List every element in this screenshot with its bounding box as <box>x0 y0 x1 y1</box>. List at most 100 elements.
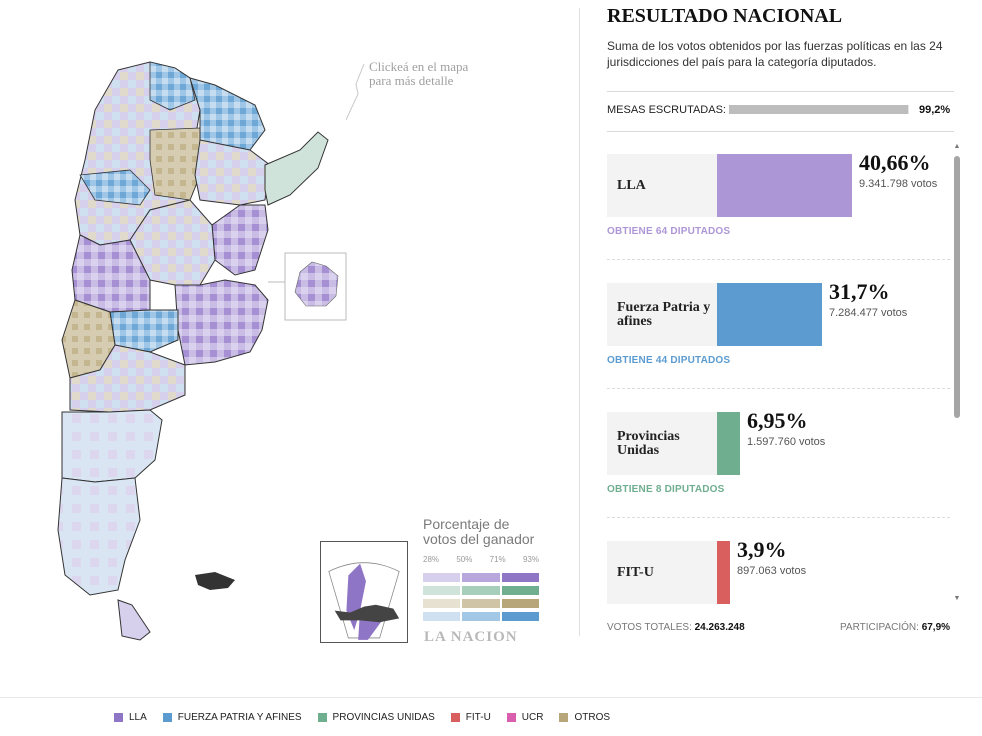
legend-scale-cell <box>423 573 461 582</box>
party-bar <box>717 412 740 475</box>
party-name: LLA <box>617 177 646 193</box>
map-region-chubut[interactable] <box>61 409 163 483</box>
legend-scale-cell <box>423 599 461 608</box>
party-seats: OBTIENE 8 DIPUTADOS <box>607 484 725 495</box>
map-region-corrientes[interactable] <box>211 204 269 276</box>
party-votes: 9.341.798 votos <box>859 178 938 190</box>
legend-swatch <box>450 713 460 722</box>
total-votes: VOTOS TOTALES: 24.263.248 <box>607 622 745 633</box>
legend-label: FIT-U <box>465 712 491 723</box>
map-hint-line1: Clickeá en el mapa <box>369 59 469 74</box>
party-legend: LLA FUERZA PATRIA Y AFINES PROVINCIAS UN… <box>114 712 610 723</box>
map-region-santa-cruz[interactable] <box>57 477 141 596</box>
party-votes: 897.063 votos <box>737 565 807 577</box>
mesas-value: 99,2% <box>919 104 951 116</box>
divider <box>607 517 950 518</box>
legend-swatch <box>506 713 516 722</box>
legend-scale-cell <box>462 612 500 621</box>
legend-swatch <box>559 713 569 722</box>
legend-color-scale <box>423 573 539 621</box>
party-name: Provincias Unidas <box>617 428 680 458</box>
map-region-catamarca[interactable] <box>79 169 151 206</box>
party-percentage: 40,66% <box>859 150 931 175</box>
panel-divider <box>579 8 580 636</box>
legend-swatch <box>317 713 327 722</box>
map-area[interactable]: Clickeá en el mapa para más detalle Porc… <box>0 0 560 660</box>
participation: PARTICIPACIÓN: 67,9% <box>840 622 950 633</box>
argentina-map[interactable] <box>0 0 560 660</box>
party-seats: OBTIENE 64 DIPUTADOS <box>607 226 731 237</box>
legend-title-line2: votos del ganador <box>423 531 535 547</box>
party-percentage: 6,95% <box>747 408 808 433</box>
hint-pointer-line <box>346 64 365 120</box>
legend-label: PROVINCIAS UNIDAS <box>332 712 435 723</box>
legend-swatch <box>162 713 172 722</box>
legend-tick: 50% <box>456 555 473 564</box>
legend-scale-cell <box>462 573 500 582</box>
map-hint: Clickeá en el mapa para más detalle <box>369 60 499 88</box>
legend-tick: 71% <box>489 555 506 564</box>
party-bar <box>717 541 730 604</box>
party-percentage: 31,7% <box>829 279 890 304</box>
scroll-up-arrow-icon[interactable]: ▲ <box>953 143 961 150</box>
legend-label: UCR <box>521 712 544 723</box>
total-votes-value: 24.263.248 <box>694 622 745 633</box>
legend-scale-cell <box>501 573 539 582</box>
party-result-fit-u[interactable]: FIT-U 3,9% 897.063 votos <box>607 529 952 607</box>
party-label-box: Fuerza Patria y afines <box>607 283 717 346</box>
map-region-tucuman[interactable] <box>149 127 201 201</box>
legend-scale-cell <box>501 586 539 595</box>
party-bar <box>717 154 852 217</box>
divider <box>607 259 950 260</box>
party-results-list[interactable]: LLA 40,66% 9.341.798 votos OBTIENE 64 DI… <box>607 142 952 607</box>
map-region-tierra-del-fuego[interactable] <box>117 599 151 641</box>
participation-label: PARTICIPACIÓN: <box>840 622 919 633</box>
map-region-cuyo[interactable] <box>71 234 151 313</box>
party-bar <box>717 283 822 346</box>
antarctic-inset[interactable] <box>320 541 408 643</box>
map-islands <box>195 572 235 590</box>
total-votes-label: VOTOS TOTALES: <box>607 622 692 633</box>
legend-label: FUERZA PATRIA Y AFINES <box>177 712 302 723</box>
legend-scale-cell <box>423 612 461 621</box>
legend-label: LLA <box>129 712 147 723</box>
map-region-chaco[interactable] <box>194 139 271 206</box>
party-name: FIT-U <box>617 564 654 580</box>
legend-swatch <box>114 713 123 722</box>
divider <box>0 697 982 698</box>
percentage-legend: Porcentaje de votos del ganador 28% 50% … <box>318 505 548 645</box>
legend-label: OTROS <box>574 712 611 723</box>
map-region-misiones[interactable] <box>264 131 329 206</box>
caba-inset-map[interactable] <box>294 261 339 307</box>
participation-value: 67,9% <box>921 622 951 633</box>
legend-item-provincias-unidas: PROVINCIAS UNIDAS <box>317 712 435 723</box>
party-result-provincias-unidas[interactable]: Provincias Unidas 6,95% 1.597.760 votos … <box>607 400 952 528</box>
panel-subtitle: Suma de los votos obtenidos por las fuer… <box>607 39 943 69</box>
party-votes: 1.597.760 votos <box>747 436 826 448</box>
divider <box>607 131 954 132</box>
legend-scale-cell <box>462 599 500 608</box>
map-region-buenos-aires[interactable] <box>174 279 269 366</box>
legend-scale-cell <box>423 586 461 595</box>
legend-tick: 93% <box>522 555 539 564</box>
divider <box>607 91 954 92</box>
mesas-label: MESAS ESCRUTADAS: <box>607 104 726 116</box>
results-scrollbar[interactable]: ▲ ▼ <box>952 142 962 604</box>
party-votes: 7.284.477 votos <box>829 307 908 319</box>
map-region-jujuy[interactable] <box>149 61 196 111</box>
party-name: Fuerza Patria y afines <box>617 299 711 329</box>
map-hint-line2: para más detalle <box>369 73 454 88</box>
map-region-rio-negro[interactable] <box>69 344 186 413</box>
party-label-box: FIT-U <box>607 541 717 604</box>
scrollbar-thumb[interactable] <box>954 156 960 418</box>
mesas-progress-bar <box>729 105 909 114</box>
scroll-down-arrow-icon[interactable]: ▼ <box>953 595 961 602</box>
legend-item-fuerza-patria: FUERZA PATRIA Y AFINES <box>162 712 302 723</box>
party-result-lla[interactable]: LLA 40,66% 9.341.798 votos OBTIENE 64 DI… <box>607 142 952 270</box>
panel-title: RESULTADO NACIONAL <box>607 5 843 27</box>
party-percentage: 3,9% <box>737 537 787 562</box>
party-label-box: LLA <box>607 154 717 217</box>
legend-ticks: 28% 50% 71% 93% <box>423 555 539 564</box>
party-result-fuerza-patria[interactable]: Fuerza Patria y afines 31,7% 7.284.477 v… <box>607 271 952 399</box>
legend-title-line1: Porcentaje de <box>423 516 510 532</box>
